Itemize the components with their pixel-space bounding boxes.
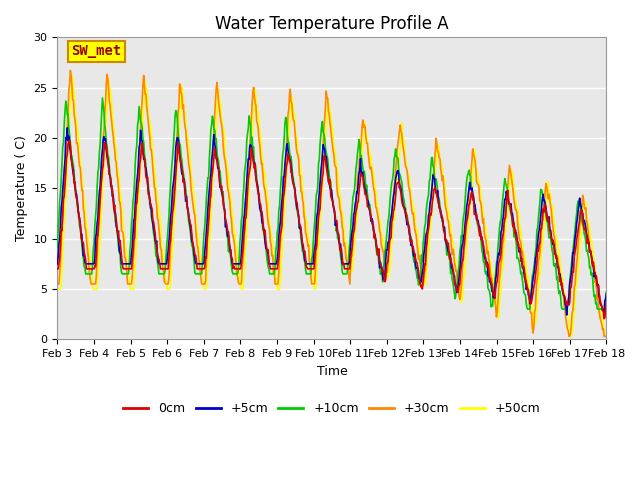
+5cm xyxy=(399,204,407,209)
0cm xyxy=(177,157,184,163)
X-axis label: Time: Time xyxy=(317,365,348,378)
0cm xyxy=(205,210,213,216)
+30cm xyxy=(67,68,74,73)
+30cm xyxy=(121,254,129,260)
+5cm xyxy=(64,138,72,144)
0cm xyxy=(399,203,407,209)
+5cm xyxy=(563,312,570,318)
0cm xyxy=(63,151,71,157)
+50cm xyxy=(54,286,61,292)
0cm xyxy=(415,275,423,281)
0cm xyxy=(121,266,129,272)
+5cm xyxy=(63,125,71,131)
+10cm xyxy=(54,245,61,251)
+30cm xyxy=(565,334,573,339)
+10cm xyxy=(205,156,213,161)
Title: Water Temperature Profile A: Water Temperature Profile A xyxy=(215,15,449,33)
+30cm xyxy=(399,145,407,151)
+30cm xyxy=(602,334,610,339)
+50cm xyxy=(68,72,76,78)
+50cm xyxy=(63,164,71,170)
+10cm xyxy=(524,306,532,312)
+30cm xyxy=(205,210,213,216)
+10cm xyxy=(121,271,129,277)
+5cm xyxy=(121,261,129,267)
+5cm xyxy=(602,290,610,296)
+30cm xyxy=(63,123,71,129)
+50cm xyxy=(177,108,184,114)
+5cm xyxy=(415,276,423,281)
Line: +30cm: +30cm xyxy=(58,71,606,336)
0cm xyxy=(54,266,61,272)
+50cm xyxy=(399,135,407,141)
Y-axis label: Temperature ( C): Temperature ( C) xyxy=(15,135,28,241)
+5cm xyxy=(205,186,213,192)
Line: +50cm: +50cm xyxy=(58,75,606,336)
+50cm xyxy=(415,248,423,253)
Text: SW_met: SW_met xyxy=(71,45,122,59)
+10cm xyxy=(415,279,423,285)
+50cm xyxy=(205,241,213,247)
Line: 0cm: 0cm xyxy=(58,141,606,319)
0cm xyxy=(600,316,608,322)
+30cm xyxy=(415,252,423,258)
Legend: 0cm, +5cm, +10cm, +30cm, +50cm: 0cm, +5cm, +10cm, +30cm, +50cm xyxy=(118,397,545,420)
+10cm xyxy=(99,95,106,101)
+10cm xyxy=(63,112,71,118)
Line: +5cm: +5cm xyxy=(58,128,606,315)
+5cm xyxy=(177,158,184,164)
+50cm xyxy=(121,232,129,238)
+5cm xyxy=(54,261,61,267)
+10cm xyxy=(602,289,610,295)
+50cm xyxy=(568,334,575,339)
0cm xyxy=(602,300,610,306)
+30cm xyxy=(177,83,184,89)
+10cm xyxy=(399,195,407,201)
+10cm xyxy=(177,143,184,148)
+30cm xyxy=(54,281,61,287)
0cm xyxy=(66,138,74,144)
+50cm xyxy=(602,334,610,339)
Line: +10cm: +10cm xyxy=(58,98,606,309)
